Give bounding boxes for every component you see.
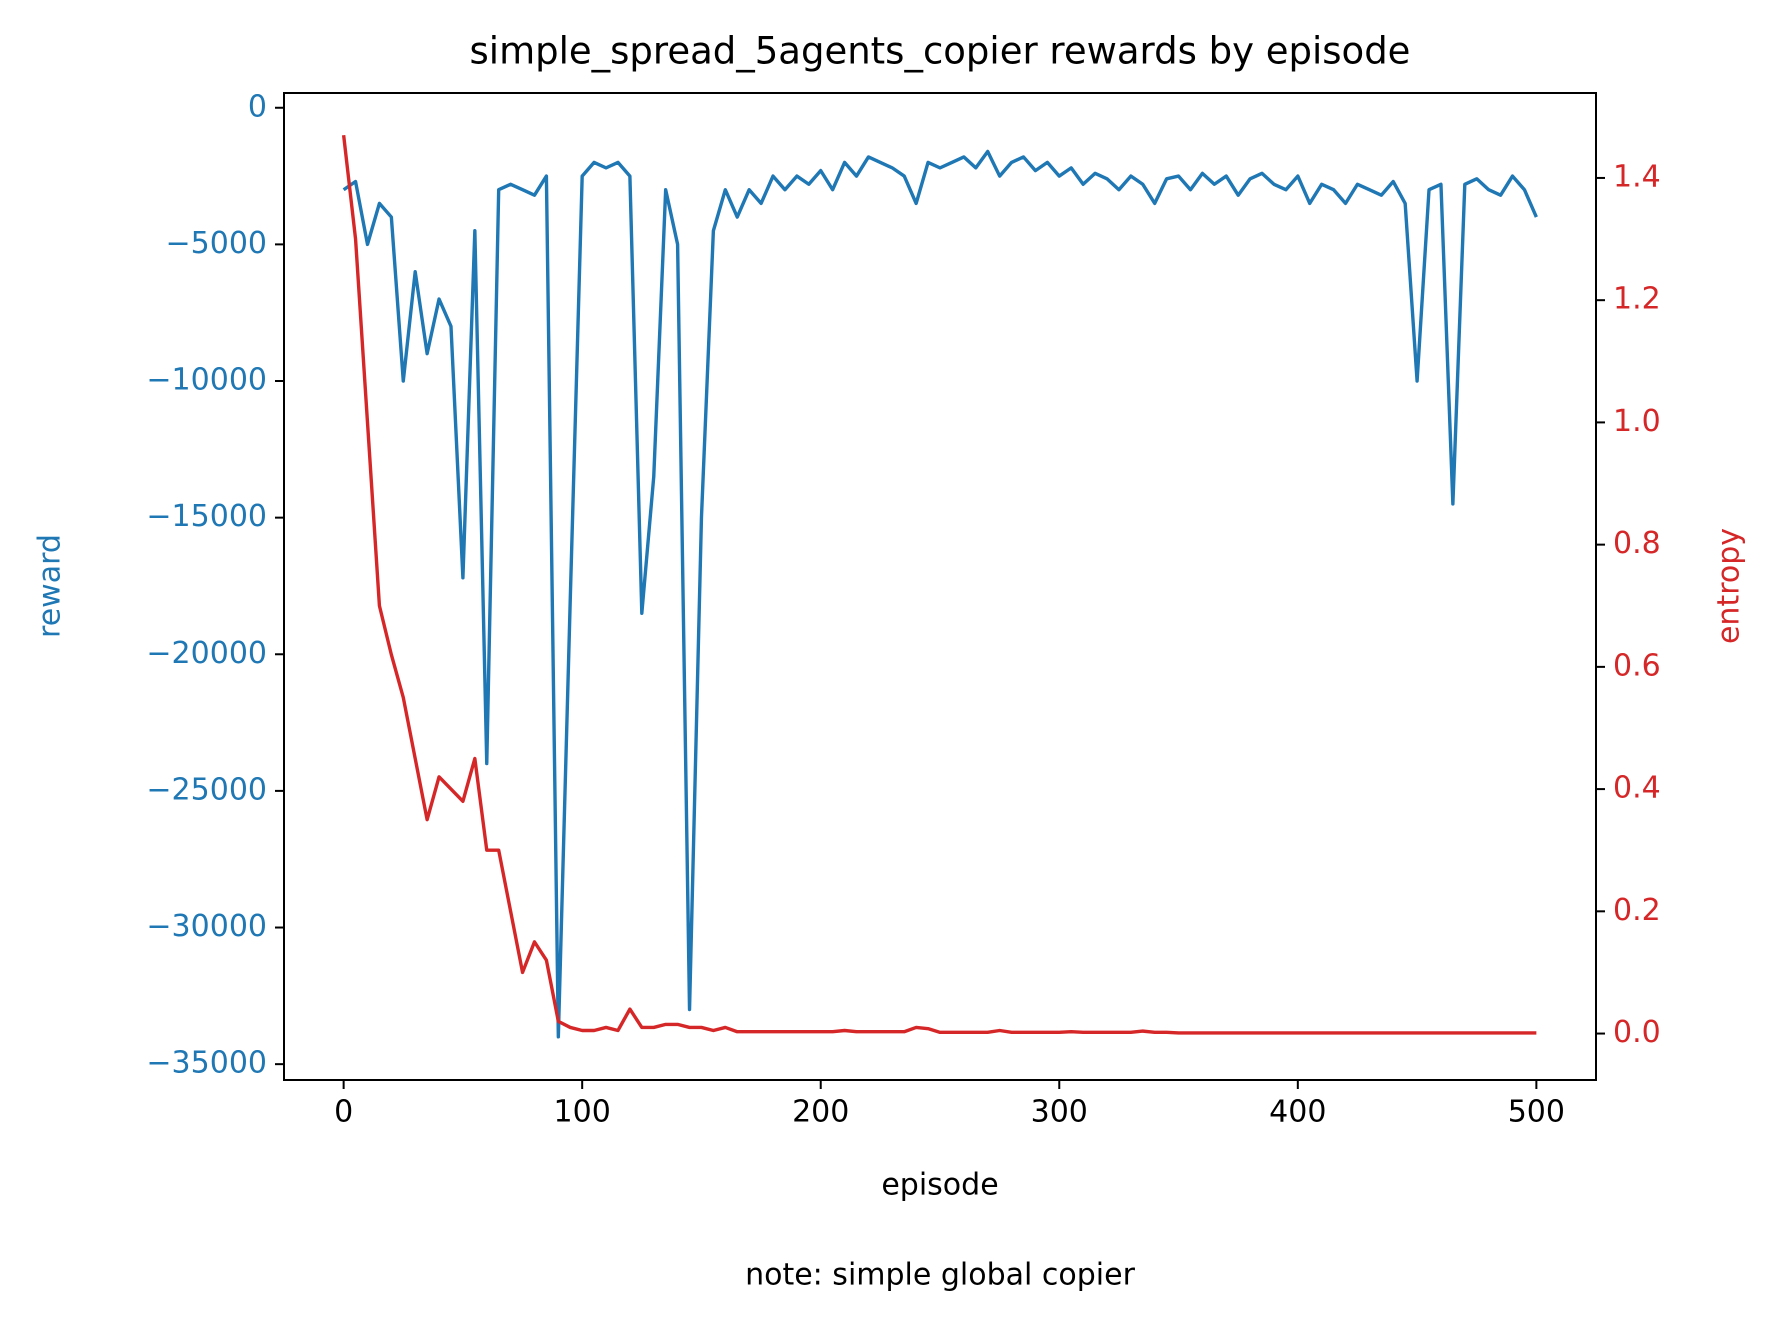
y2-tick-label: 0.6 (1613, 648, 1661, 683)
series-line (342, 149, 1538, 1039)
y2-tick-label: 0.0 (1613, 1015, 1661, 1050)
y-tick-label: −20000 (146, 636, 267, 671)
x-axis-label: episode (881, 1168, 998, 1203)
series-line (341, 134, 1537, 1035)
y2-tick-label: 0.4 (1613, 771, 1661, 806)
y2-axis-label: entropy (1712, 528, 1747, 644)
y-tick-label: −15000 (146, 499, 267, 534)
y2-tick-label: 1.0 (1613, 404, 1661, 439)
x-tick-label: 0 (334, 1095, 353, 1130)
y2-tick-label: 0.8 (1613, 526, 1661, 561)
chart-title: simple_spread_5agents_copier rewards by … (470, 30, 1411, 73)
y-tick-label: −5000 (166, 226, 267, 261)
y-tick-label: −25000 (146, 772, 267, 807)
note: note: simple global copier (745, 1258, 1136, 1293)
y-axis-label: reward (33, 534, 68, 638)
y-tick-label: 0 (248, 89, 267, 124)
y2-tick-label: 0.2 (1613, 893, 1661, 928)
plot-frame (283, 92, 1597, 1081)
x-tick-label: 200 (792, 1095, 849, 1130)
y2-tick-label: 1.4 (1613, 159, 1661, 194)
x-tick-label: 500 (1508, 1095, 1565, 1130)
x-tick-label: 100 (554, 1095, 611, 1130)
y2-tick-label: 1.2 (1613, 282, 1661, 317)
y-tick-label: −35000 (146, 1046, 267, 1081)
x-tick-label: 300 (1031, 1095, 1088, 1130)
y-tick-label: −10000 (146, 363, 267, 398)
y-tick-label: −30000 (146, 909, 267, 944)
x-tick-label: 400 (1269, 1095, 1326, 1130)
